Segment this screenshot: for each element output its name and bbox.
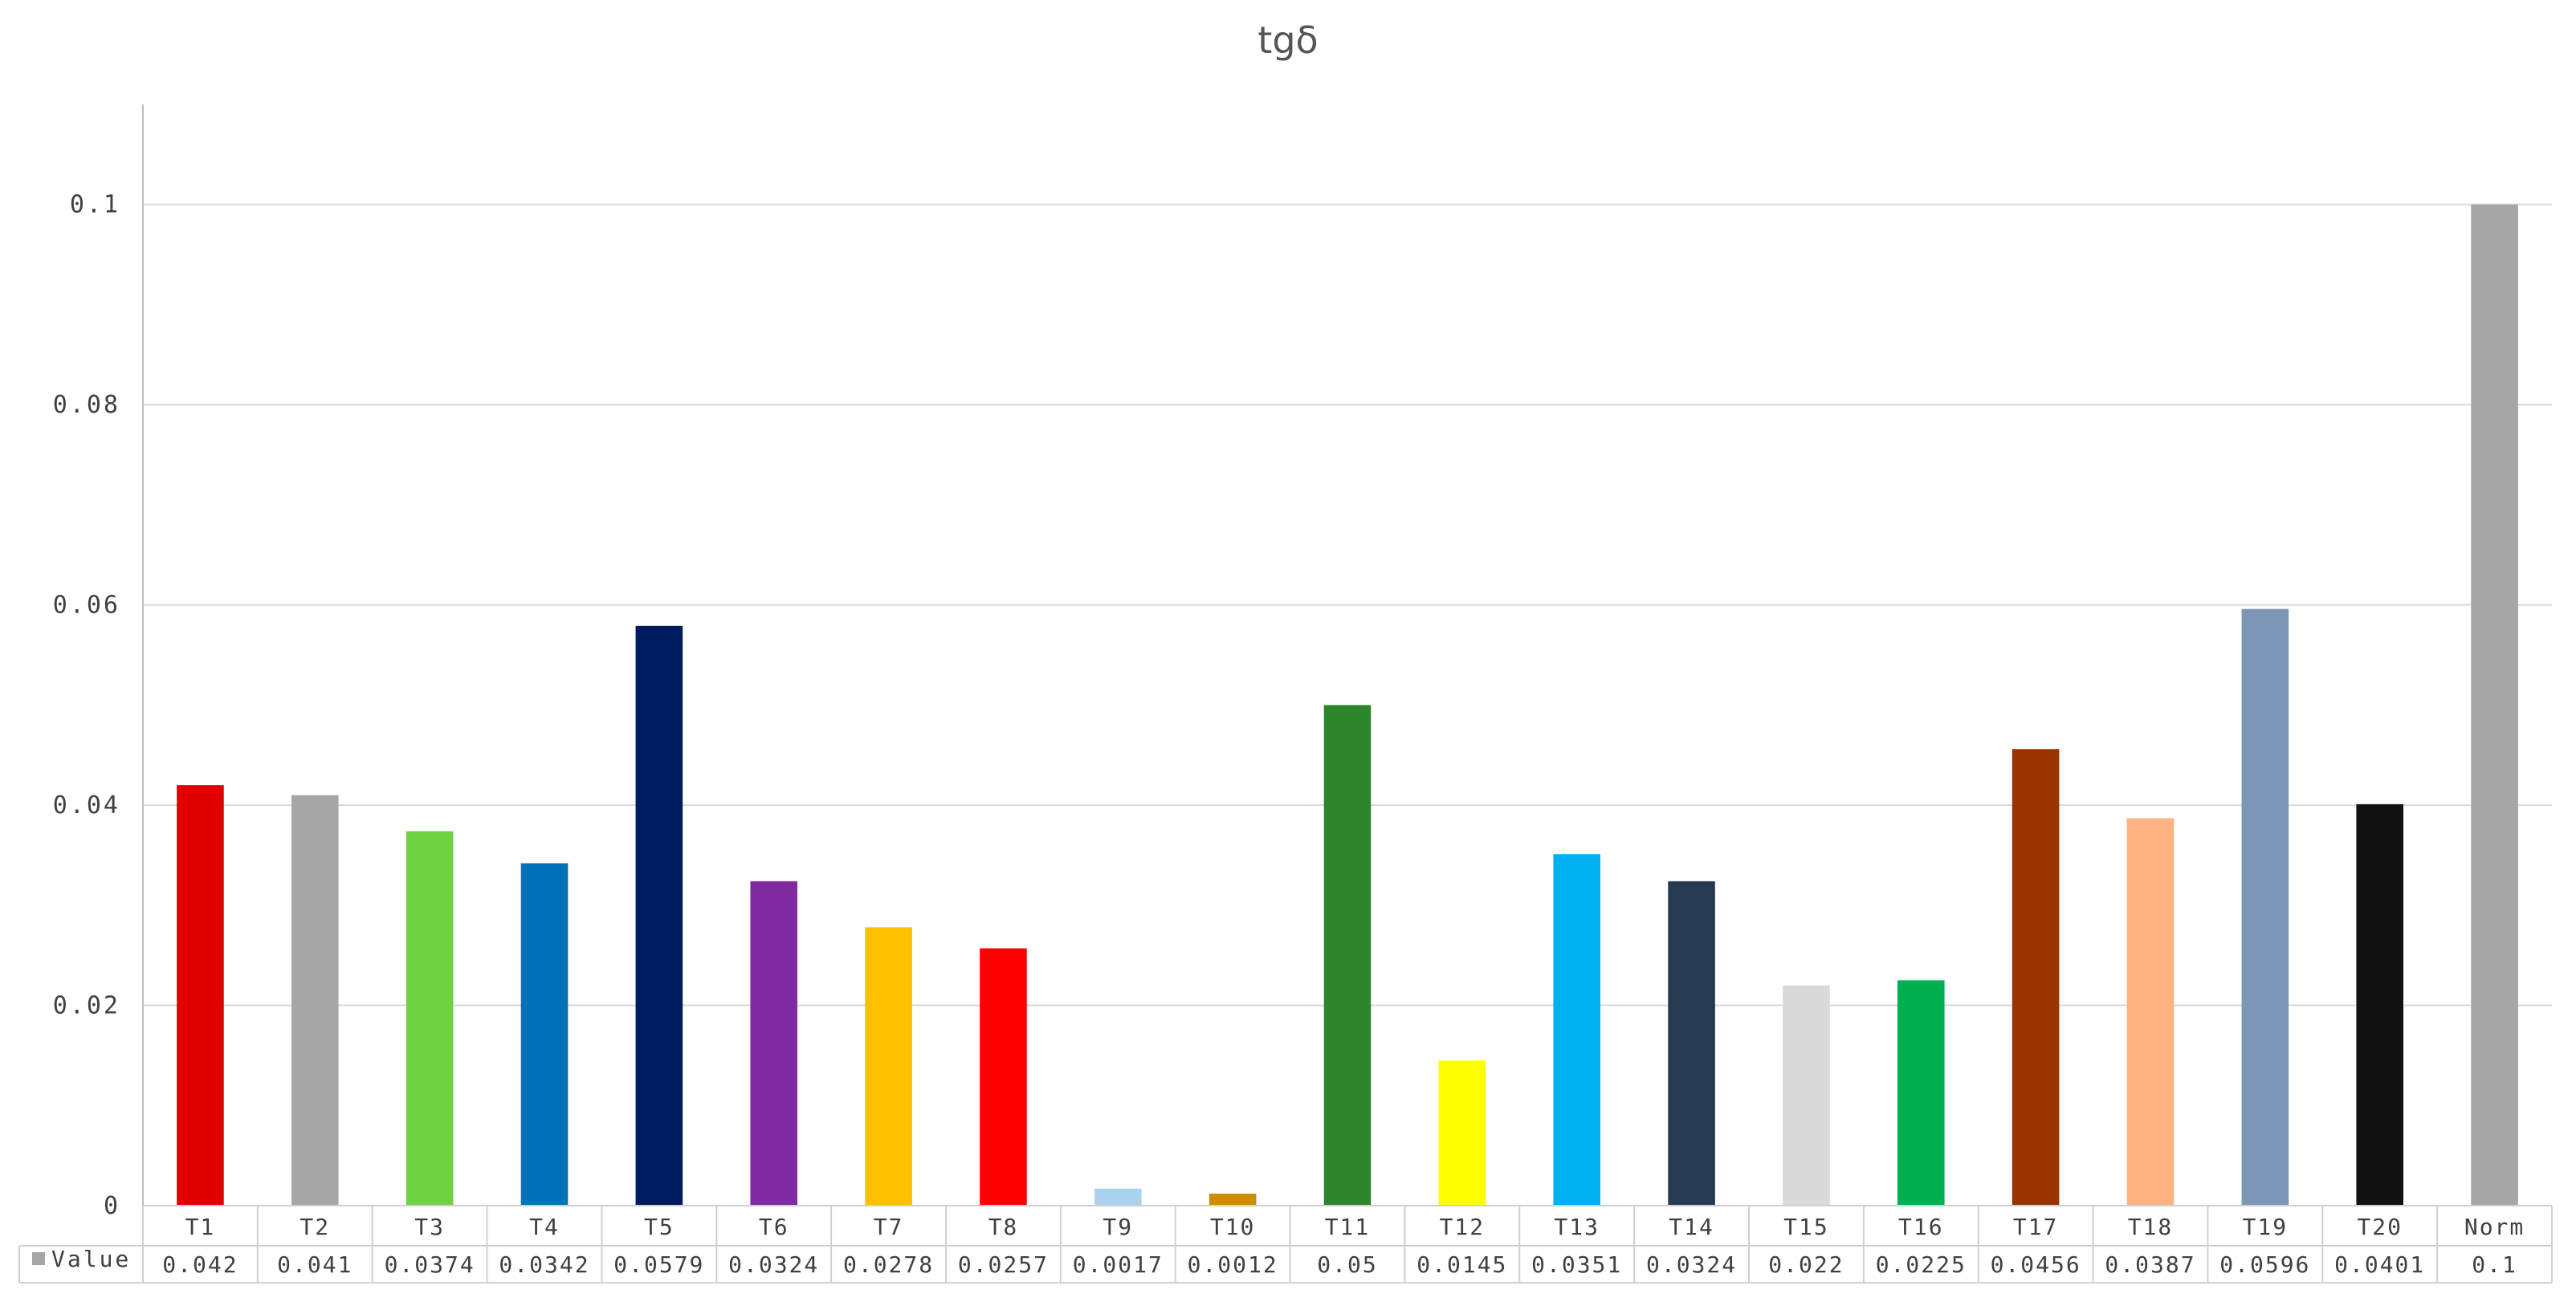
y-tick-label: 0	[104, 1192, 120, 1220]
x-tick-label: Norm	[2464, 1214, 2525, 1240]
x-tick-label: T20	[2357, 1214, 2403, 1240]
y-tick-label: 0.06	[53, 592, 120, 620]
data-label: 0.0145	[1416, 1251, 1507, 1278]
data-label: 0.05	[1317, 1251, 1377, 1278]
data-label: 0.0342	[499, 1251, 589, 1278]
bar-norm	[2471, 204, 2518, 1206]
data-label: 0.0374	[385, 1251, 475, 1278]
y-tick-label: 0.02	[53, 992, 120, 1020]
bar-t19	[2241, 608, 2289, 1206]
bar-t17	[2011, 749, 2060, 1206]
x-tick-label: T17	[2013, 1214, 2059, 1240]
x-tick-label: T15	[1783, 1214, 1829, 1240]
bar-t6	[750, 881, 797, 1206]
x-tick-label: T19	[2243, 1214, 2289, 1240]
bar-t3	[406, 831, 454, 1206]
bar-t16	[1897, 980, 1945, 1206]
x-tick-label: T2	[300, 1214, 330, 1240]
bar-t1	[177, 785, 224, 1206]
y-tick-label: 0.04	[53, 791, 120, 820]
x-tick-label: T8	[988, 1214, 1019, 1240]
data-label: 0.0225	[1876, 1251, 1967, 1278]
data-label: 0.0387	[2105, 1251, 2195, 1278]
bar-t13	[1553, 854, 1600, 1206]
x-tick-label: T3	[414, 1214, 445, 1240]
x-tick-label: T12	[1440, 1214, 1486, 1240]
y-axis-ticks: 0 0.02 0.04 0.06 0.08 0.1	[53, 191, 120, 1220]
x-tick-label: T11	[1325, 1214, 1371, 1240]
bar-t14	[1668, 881, 1715, 1206]
data-label: 0.1	[2472, 1251, 2517, 1278]
bar-t8	[980, 948, 1027, 1206]
legend-swatch	[32, 1252, 45, 1265]
x-tick-label: T1	[185, 1214, 216, 1240]
bar-t10	[1209, 1194, 1257, 1206]
bar-t12	[1438, 1060, 1486, 1206]
bar-t9	[1094, 1188, 1142, 1206]
x-tick-label: T5	[644, 1214, 675, 1240]
chart-title: tgδ	[1257, 18, 1318, 62]
y-tick-label: 0.08	[53, 391, 120, 419]
legend: Value	[32, 1246, 131, 1272]
data-label: 0.0012	[1188, 1251, 1278, 1278]
data-label: 0.0324	[728, 1251, 819, 1278]
bar-t5	[635, 625, 683, 1206]
bar-t20	[2356, 803, 2403, 1206]
x-tick-label: T6	[759, 1214, 789, 1240]
bar-t15	[1783, 985, 1830, 1206]
bars	[177, 204, 2518, 1206]
data-label: 0.0401	[2334, 1251, 2425, 1278]
bar-t11	[1323, 705, 1372, 1206]
data-label: 0.0257	[958, 1251, 1049, 1278]
data-label: 0.0351	[1531, 1251, 1622, 1278]
x-tick-label: T13	[1554, 1214, 1600, 1240]
x-tick-label: T4	[529, 1214, 560, 1240]
data-label: 0.042	[162, 1251, 238, 1278]
legend-label-value: Value	[51, 1246, 131, 1272]
x-tick-label: T10	[1210, 1214, 1256, 1240]
bar-t2	[291, 795, 339, 1206]
bar-t7	[865, 927, 912, 1206]
x-tick-label: T14	[1669, 1214, 1714, 1240]
data-label: 0.0596	[2219, 1251, 2310, 1278]
data-label: 0.041	[277, 1251, 353, 1278]
data-label: 0.0324	[1646, 1251, 1737, 1278]
data-label: 0.0579	[613, 1251, 704, 1278]
x-tick-label: T18	[2128, 1214, 2174, 1240]
data-label: 0.0278	[843, 1251, 934, 1278]
data-label: 0.022	[1768, 1251, 1844, 1278]
data-table: T1 0.042 T2 0.041 T3 0.0374 T4 0.0342 T5 0.0579 T6…	[18, 1205, 2553, 1284]
bar-t18	[2126, 818, 2175, 1206]
bar-t4	[520, 863, 569, 1206]
x-tick-label: T7	[874, 1214, 904, 1240]
data-label: 0.0017	[1073, 1251, 1164, 1278]
x-tick-label: T16	[1898, 1214, 1944, 1240]
data-label: 0.0456	[1991, 1251, 2081, 1278]
y-tick-label: 0.1	[70, 191, 120, 219]
x-tick-label: T9	[1103, 1214, 1133, 1240]
